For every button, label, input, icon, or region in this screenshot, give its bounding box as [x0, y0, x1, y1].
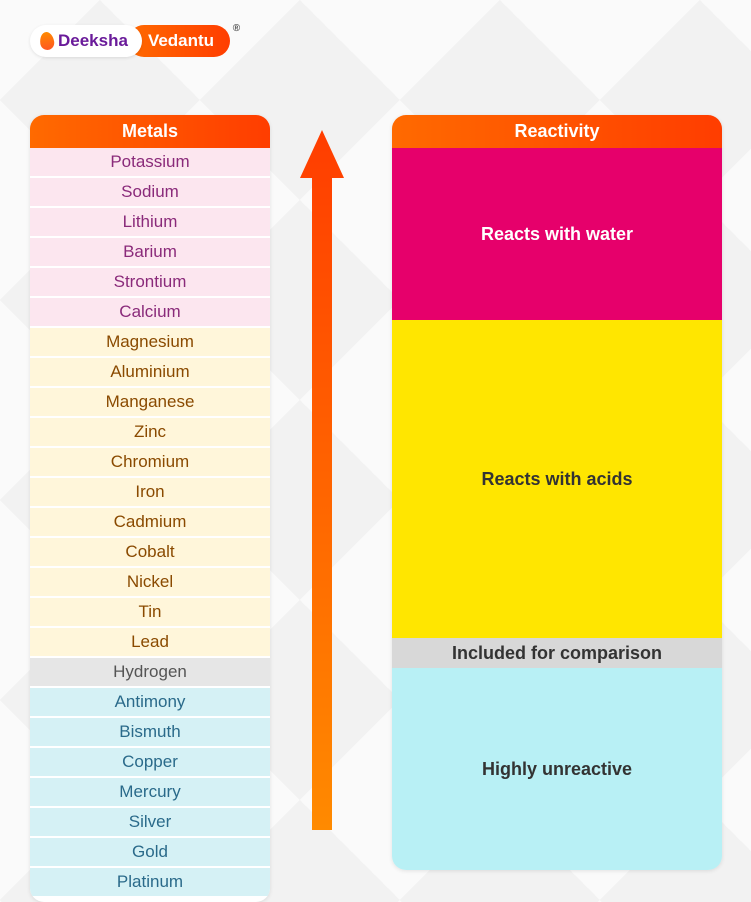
- metal-row: Platinum: [30, 868, 270, 896]
- reactivity-arrow-icon: [300, 130, 344, 830]
- reactivity-block: Reacts with acids: [392, 320, 722, 638]
- reactivity-panel: Reactivity Reacts with waterReacts with …: [392, 115, 722, 870]
- metal-row: Manganese: [30, 388, 270, 418]
- logo-right-text: Vedantu: [148, 31, 214, 50]
- metal-row: Chromium: [30, 448, 270, 478]
- brand-logo: Deeksha Vedantu ®: [30, 25, 230, 57]
- metals-panel: Metals PotassiumSodiumLithiumBariumStron…: [30, 115, 270, 902]
- logo-right: Vedantu ®: [128, 25, 230, 57]
- metal-row: Bismuth: [30, 718, 270, 748]
- metals-body: PotassiumSodiumLithiumBariumStrontiumCal…: [30, 148, 270, 896]
- metal-row: Potassium: [30, 148, 270, 178]
- metal-row: Zinc: [30, 418, 270, 448]
- metal-row: Tin: [30, 598, 270, 628]
- reactivity-body: Reacts with waterReacts with acidsInclud…: [392, 148, 722, 870]
- metal-row: Lithium: [30, 208, 270, 238]
- reactivity-header: Reactivity: [392, 115, 722, 148]
- logo-left: Deeksha: [30, 25, 142, 57]
- metal-row: Gold: [30, 838, 270, 868]
- metal-row: Antimony: [30, 688, 270, 718]
- metal-row: Copper: [30, 748, 270, 778]
- metal-row: Mercury: [30, 778, 270, 808]
- metal-row: Silver: [30, 808, 270, 838]
- metal-row: Barium: [30, 238, 270, 268]
- metal-row: Iron: [30, 478, 270, 508]
- metal-row: Cadmium: [30, 508, 270, 538]
- metal-row: Magnesium: [30, 328, 270, 358]
- reactivity-block: Reacts with water: [392, 148, 722, 320]
- metal-row: Hydrogen: [30, 658, 270, 688]
- metal-row: Cobalt: [30, 538, 270, 568]
- metals-header: Metals: [30, 115, 270, 148]
- metal-row: Strontium: [30, 268, 270, 298]
- metal-row: Lead: [30, 628, 270, 658]
- metal-row: Sodium: [30, 178, 270, 208]
- registered-mark: ®: [233, 23, 240, 34]
- reactivity-block: Highly unreactive: [392, 668, 722, 870]
- metal-row: Aluminium: [30, 358, 270, 388]
- metal-row: Calcium: [30, 298, 270, 328]
- reactivity-block: Included for comparison: [392, 638, 722, 668]
- metal-row: Nickel: [30, 568, 270, 598]
- logo-left-text: Deeksha: [58, 31, 128, 51]
- flame-icon: [39, 31, 55, 51]
